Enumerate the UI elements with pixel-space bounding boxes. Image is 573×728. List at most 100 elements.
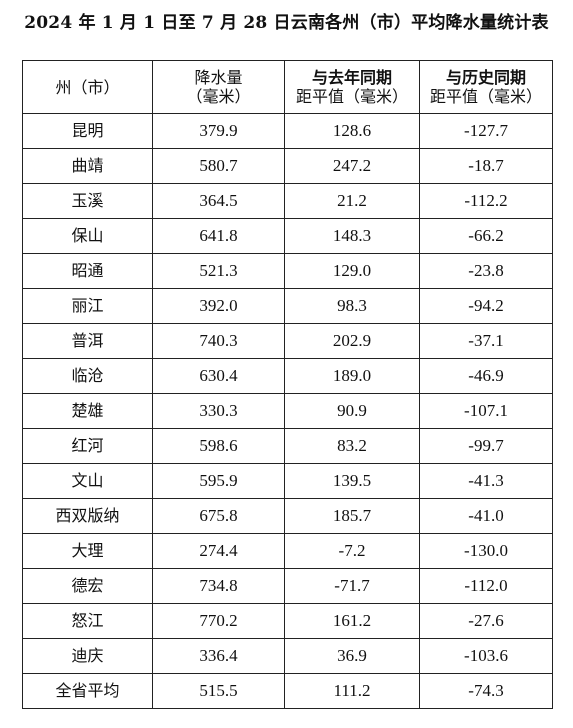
cell-vs-history: -66.2 (419, 218, 553, 254)
cell-vs-last-year: 185.7 (284, 498, 420, 534)
cell-vs-history: -103.6 (419, 638, 553, 674)
cell-vs-history: -107.1 (419, 393, 553, 429)
cell-vs-last-year: 111.2 (284, 673, 420, 709)
cell-vs-history: -46.9 (419, 358, 553, 394)
table-row: 迪庆 336.4 36.9 -103.6 (22, 638, 553, 674)
cell-vs-history: -130.0 (419, 533, 553, 569)
cell-vs-history: -99.7 (419, 428, 553, 464)
cell-vs-history: -112.0 (419, 568, 553, 604)
cell-vs-last-year: 83.2 (284, 428, 420, 464)
header-region-label: 州（市） (55, 77, 120, 97)
cell-rainfall: 598.6 (152, 428, 285, 464)
header-vs-history-line2: 距平值（毫米） (429, 87, 542, 106)
table-row: 文山 595.9 139.5 -41.3 (22, 463, 553, 499)
cell-region: 曲靖 (22, 148, 153, 184)
table-row: 临沧 630.4 189.0 -46.9 (22, 358, 553, 394)
header-vs-history-line1: 与历史同期 (445, 68, 526, 87)
cell-rainfall: 330.3 (152, 393, 285, 429)
cell-vs-last-year: 129.0 (284, 253, 420, 289)
cell-vs-last-year: 128.6 (284, 113, 420, 149)
cell-rainfall: 675.8 (152, 498, 285, 534)
cell-vs-last-year: 161.2 (284, 603, 420, 639)
cell-vs-last-year: 36.9 (284, 638, 420, 674)
cell-region: 大理 (22, 533, 153, 569)
cell-vs-last-year: 202.9 (284, 323, 420, 359)
cell-rainfall: 641.8 (152, 218, 285, 254)
page-title: 2024 年 1 月 1 日至 7 月 28 日云南各州（市）平均降水量统计表 (24, 13, 549, 33)
cell-rainfall: 740.3 (152, 323, 285, 359)
header-vs-last-year-line1: 与去年同期 (311, 68, 392, 87)
table-row: 昭通 521.3 129.0 -23.8 (22, 253, 553, 289)
cell-vs-history: -37.1 (419, 323, 553, 359)
cell-vs-last-year: 148.3 (284, 218, 420, 254)
cell-vs-last-year: 98.3 (284, 288, 420, 324)
cell-vs-last-year: 21.2 (284, 183, 420, 219)
header-vs-last-year: 与去年同期 距平值（毫米） (284, 60, 420, 114)
table-row: 昆明 379.9 128.6 -127.7 (22, 113, 553, 149)
cell-rainfall: 392.0 (152, 288, 285, 324)
cell-region: 迪庆 (22, 638, 153, 674)
cell-region: 全省平均 (22, 673, 153, 709)
cell-vs-last-year: 90.9 (284, 393, 420, 429)
cell-rainfall: 734.8 (152, 568, 285, 604)
cell-vs-history: -41.3 (419, 463, 553, 499)
cell-region: 文山 (22, 463, 153, 499)
cell-vs-history: -94.2 (419, 288, 553, 324)
cell-vs-history: -127.7 (419, 113, 553, 149)
cell-vs-last-year: -7.2 (284, 533, 420, 569)
cell-vs-last-year: 139.5 (284, 463, 420, 499)
header-rainfall-line1: 降水量 (194, 68, 243, 87)
cell-rainfall: 580.7 (152, 148, 285, 184)
cell-rainfall: 595.9 (152, 463, 285, 499)
cell-region: 昆明 (22, 113, 153, 149)
header-region: 州（市） (22, 60, 153, 114)
table-row: 大理 274.4 -7.2 -130.0 (22, 533, 553, 569)
cell-rainfall: 336.4 (152, 638, 285, 674)
cell-region: 昭通 (22, 253, 153, 289)
table-row: 保山 641.8 148.3 -66.2 (22, 218, 553, 254)
cell-rainfall: 364.5 (152, 183, 285, 219)
cell-region: 西双版纳 (22, 498, 153, 534)
header-rainfall: 降水量 （毫米） (152, 60, 285, 114)
table-row: 怒江 770.2 161.2 -27.6 (22, 603, 553, 639)
header-vs-last-year-line2: 距平值（毫米） (295, 87, 408, 106)
table-row: 德宏 734.8 -71.7 -112.0 (22, 568, 553, 604)
cell-region: 普洱 (22, 323, 153, 359)
cell-region: 保山 (22, 218, 153, 254)
cell-vs-history: -74.3 (419, 673, 553, 709)
table-row: 楚雄 330.3 90.9 -107.1 (22, 393, 553, 429)
cell-rainfall: 521.3 (152, 253, 285, 289)
cell-region: 丽江 (22, 288, 153, 324)
cell-region: 德宏 (22, 568, 153, 604)
table-header: 州（市） 降水量 （毫米） 与去年同期 距平值（毫米） 与历史同期 距平值（毫米… (22, 60, 553, 114)
cell-vs-last-year: -71.7 (284, 568, 420, 604)
header-row: 州（市） 降水量 （毫米） 与去年同期 距平值（毫米） 与历史同期 距平值（毫米… (22, 60, 553, 114)
cell-vs-history: -18.7 (419, 148, 553, 184)
cell-rainfall: 770.2 (152, 603, 285, 639)
table-row: 丽江 392.0 98.3 -94.2 (22, 288, 553, 324)
cell-vs-history: -23.8 (419, 253, 553, 289)
table-row: 曲靖 580.7 247.2 -18.7 (22, 148, 553, 184)
cell-rainfall: 515.5 (152, 673, 285, 709)
rainfall-table: 州（市） 降水量 （毫米） 与去年同期 距平值（毫米） 与历史同期 距平值（毫米… (22, 60, 553, 709)
cell-region: 怒江 (22, 603, 153, 639)
table-row: 普洱 740.3 202.9 -37.1 (22, 323, 553, 359)
cell-rainfall: 274.4 (152, 533, 285, 569)
cell-vs-history: -27.6 (419, 603, 553, 639)
header-rainfall-line2: （毫米） (186, 87, 251, 106)
cell-region: 红河 (22, 428, 153, 464)
cell-region: 楚雄 (22, 393, 153, 429)
header-vs-history: 与历史同期 距平值（毫米） (419, 60, 553, 114)
table-row: 红河 598.6 83.2 -99.7 (22, 428, 553, 464)
cell-vs-last-year: 189.0 (284, 358, 420, 394)
cell-region: 临沧 (22, 358, 153, 394)
cell-vs-last-year: 247.2 (284, 148, 420, 184)
table-body: 昆明 379.9 128.6 -127.7 曲靖 580.7 247.2 -18.7 玉溪 364… (22, 113, 553, 709)
cell-rainfall: 630.4 (152, 358, 285, 394)
table-row: 玉溪 364.5 21.2 -112.2 (22, 183, 553, 219)
table-row: 西双版纳 675.8 185.7 -41.0 (22, 498, 553, 534)
cell-region: 玉溪 (22, 183, 153, 219)
cell-rainfall: 379.9 (152, 113, 285, 149)
cell-vs-history: -112.2 (419, 183, 553, 219)
cell-vs-history: -41.0 (419, 498, 553, 534)
